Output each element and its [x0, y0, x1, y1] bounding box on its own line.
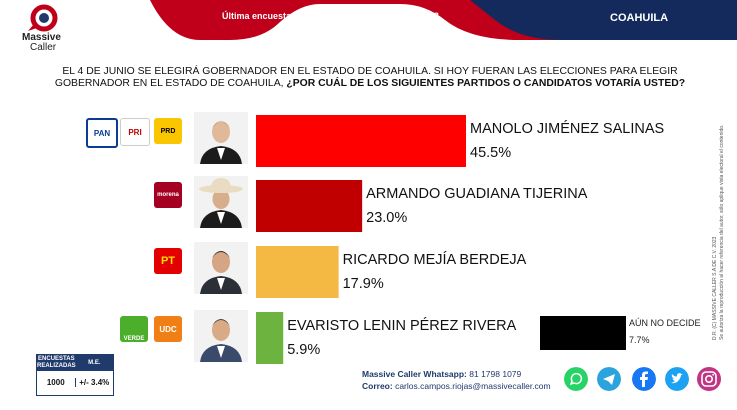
- pt-label: PT: [160, 255, 176, 267]
- prd-label: PRD: [160, 127, 176, 135]
- stats-me-value: +/- 3.4%: [79, 377, 110, 387]
- candidate-name-2: ARMANDO GUADIANA TIJERINA: [366, 186, 588, 202]
- facebook-icon[interactable]: [632, 367, 656, 391]
- candidate-photo-2: [194, 176, 248, 228]
- twitter-icon[interactable]: [665, 367, 689, 391]
- verde-logo-icon: VERDE: [120, 316, 148, 342]
- candidate-percent-3: 17.9%: [342, 276, 384, 292]
- candidate-percent-2: 23.0%: [366, 210, 408, 226]
- top-banner: [150, 0, 737, 40]
- undecided-redaction: [540, 316, 626, 350]
- email-contact: Correo: carlos.campos.riojas@massivecall…: [362, 381, 551, 391]
- copyright-line2: Se autoriza la reproducción al hacer ref…: [719, 124, 725, 340]
- massive-caller-logo-icon: [28, 4, 58, 32]
- pri-label: PRI: [128, 127, 142, 137]
- udc-logo-icon: UDC: [154, 316, 182, 342]
- whatsapp-number: 81 1798 1079: [469, 369, 522, 379]
- instagram-icon[interactable]: [697, 367, 721, 391]
- candidate-photo-3: [194, 242, 248, 294]
- stats-header-surveys: ENCUESTAS REALIZADAS: [37, 356, 76, 369]
- whatsapp-contact: Massive Caller Whatsapp: 81 1798 1079: [362, 369, 521, 379]
- candidate-photo-4: [194, 310, 248, 362]
- candidate-name-1: MANOLO JIMÉNEZ SALINAS: [470, 121, 665, 137]
- stats-table: ENCUESTAS REALIZADAS M.E. 1000 +/- 3.4%: [36, 354, 114, 396]
- candidate-name-4: EVARISTO LENIN PÉREZ RIVERA: [287, 318, 517, 334]
- survey-date: Última encuesta elaborada: 29 DE ABRIL D…: [222, 11, 439, 21]
- brand-name-2: Caller: [30, 42, 57, 53]
- whatsapp-icon[interactable]: [564, 367, 588, 391]
- pt-logo-icon: PT: [154, 248, 182, 274]
- candidate-percent-4: 5.9%: [287, 342, 321, 358]
- question-part2: ¿POR CUÁL DE LOS SIGUIENTES PARTIDOS O C…: [286, 78, 686, 89]
- bar-3: [256, 246, 339, 298]
- whatsapp-label: Massive Caller Whatsapp:: [362, 369, 467, 379]
- udc-label: UDC: [159, 324, 177, 334]
- telegram-icon[interactable]: [597, 367, 621, 391]
- undecided-label: AÚN NO DECIDE: [629, 318, 701, 328]
- brand-name: Massive: [22, 32, 61, 43]
- pan-logo-icon: PAN: [86, 118, 118, 148]
- email-address[interactable]: carlos.campos.riojas@massivecaller.com: [395, 381, 551, 391]
- region-label: COAHUILA: [610, 12, 669, 24]
- bar-1: [256, 115, 466, 167]
- candidate-percent-1: 45.5%: [470, 145, 512, 161]
- undecided-value: 7.7%: [629, 335, 650, 345]
- question-part1: EL 4 DE JUNIO SE ELEGIRÁ GOBERNADOR EN E…: [54, 66, 678, 89]
- pan-label: PAN: [93, 128, 111, 138]
- bar-4: [256, 312, 284, 364]
- bar-2: [256, 180, 363, 232]
- question-text: EL 4 DE JUNIO SE ELEGIRÁ GOBERNADOR EN E…: [40, 66, 700, 90]
- pri-logo-icon: PRI: [120, 118, 150, 146]
- copyright-note: D.R. (C) MASSIVE CALLER S.A DE C.V. 2023…: [712, 90, 725, 340]
- morena-label: morena: [157, 192, 179, 198]
- copyright-line1: D.R. (C) MASSIVE CALLER S.A DE C.V. 2023: [712, 236, 718, 340]
- morena-logo-icon: morena: [154, 182, 182, 208]
- candidate-name-3: RICARDO MEJÍA BERDEJA: [342, 252, 527, 268]
- candidate-photo-1: [194, 112, 248, 164]
- prd-logo-icon: PRD: [154, 118, 182, 144]
- email-label: Correo:: [362, 381, 393, 391]
- verde-label: VERDE: [123, 336, 145, 342]
- stats-surveys-value: 1000: [37, 377, 76, 387]
- stats-header-me: M.E.: [88, 360, 101, 366]
